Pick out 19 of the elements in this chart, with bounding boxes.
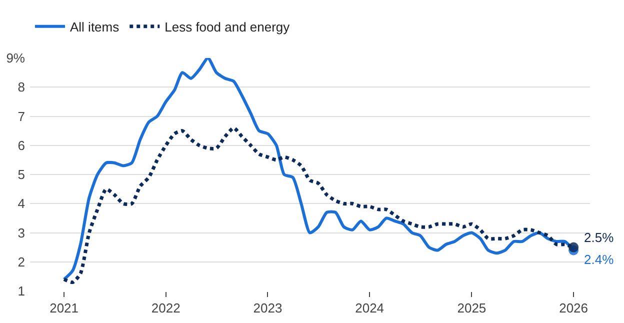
y-tick-label: 5 [18, 167, 25, 182]
legend-label: Less food and energy [164, 19, 290, 34]
y-tick-label: 7 [18, 108, 25, 124]
x-tick-label: 2024 [355, 300, 384, 316]
x-tick-label: 2023 [253, 300, 282, 316]
annotation: 2.5% [584, 230, 614, 245]
y-tick-label: 6 [18, 138, 25, 153]
y-tick-label: 1 [18, 284, 25, 299]
y-tick-label: 8 [18, 80, 25, 95]
x-tick-label: 2025 [457, 300, 486, 316]
x-tick-label: 2026 [559, 300, 588, 316]
y-tick-label: 2 [18, 254, 25, 270]
y-tick-label: 4 [18, 196, 25, 212]
annotation: 2.4% [584, 252, 614, 267]
x-tick-label: 2022 [151, 300, 180, 316]
y-tick-label: 3 [18, 225, 25, 240]
legend-label: All items [70, 19, 120, 34]
x-tick-label: 2021 [50, 300, 78, 316]
y-tick-label: 9% [6, 50, 26, 66]
